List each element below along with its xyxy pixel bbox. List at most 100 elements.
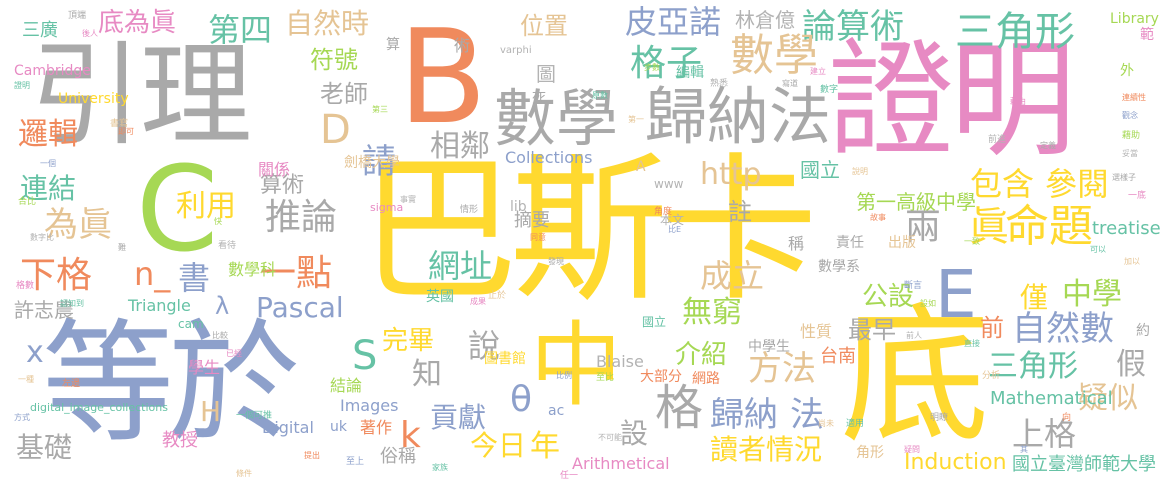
word-h-letter: H [200,395,222,428]
word-lib: lib [510,199,527,215]
tiny-word: 原數 [592,91,608,100]
tiny-word: 觀念 [1122,111,1138,120]
word-tu: 圖 [536,62,556,86]
word-suan-shu: 算術 [260,173,305,198]
tiny-word: 左邊 [62,379,81,389]
tiny-word: 分析 [982,371,1001,381]
word-ge-zi: 格子 [630,43,703,84]
word-guan-xi: 關係 [258,160,291,179]
word-lian-jie: 連結 [20,172,77,205]
word-varphi: varphi [500,45,532,56]
word-shu-xue-ke: 數學科 [228,260,277,279]
word-cam: cam [178,317,204,331]
word-x-letter: x [26,335,44,370]
word-jiao-shou: 教授 [162,430,198,451]
tiny-word: 斷言 [904,281,923,291]
word-zi-ran-shi: 自然時 [285,7,370,40]
word-guo-li-mid: 國立 [642,315,667,329]
tiny-word: 可以 [1090,245,1106,254]
word-da-bu-fen: 大部分 [640,369,682,385]
word-digital-image-collections: digital_image_collections [30,401,168,414]
tiny-word: 至比 [596,373,615,383]
word-shu-v: 術 [454,36,471,55]
tiny-word: 發現 [548,257,564,266]
tiny-word: 故事 [870,213,886,222]
word-zhong-big: 中 [530,312,623,419]
word-pascal-en: Pascal [256,291,344,324]
tiny-word: 任一 [560,471,579,481]
word-yi-dian: 一點 [260,253,333,294]
word-ben-wen: 本文 [660,213,685,227]
word-sigma: sigma [370,201,404,214]
word-zhong-xue-sheng: 中學生 [748,339,790,355]
word-www: www [654,177,684,191]
word-zhu-zuo: 著作 [360,418,393,437]
tiny-word: 比例 [556,371,572,380]
word-yi-si: 疑似 [1078,381,1138,416]
word-di: 底 [840,290,991,464]
word-arithmetical: Arithmetical [572,454,670,473]
tiny-word: 難 [118,243,126,252]
word-wai: 外 [1120,63,1134,79]
tiny-word: 比E [668,225,682,234]
word-yin-li: 引理 [30,31,252,161]
tiny-word: 提出 [304,451,320,460]
word-deng-yu: 等於 [42,307,300,461]
word-wei-zhen: 為眞 [44,205,112,245]
tiny-word: 至上 [346,457,365,467]
tiny-word: 前人 [906,331,922,340]
word-san-jiao-xing-low: 三角形 [988,349,1078,384]
word-fan-wei: 範 [1140,27,1154,43]
word-blaise: Blaise [596,352,644,371]
tiny-word: 同意 [530,233,546,242]
tiny-word: 一個 [40,159,56,168]
word-gong-she: 公設 [862,282,915,312]
word-c-letter: C [136,140,219,278]
word-cambridge: Cambridge [14,63,91,79]
tiny-word: 證明 [14,81,30,90]
word-jian-qiao: 劍橋大學 [344,155,400,171]
tiny-word: 合比 [18,197,37,207]
word-yue: 約 [1136,323,1150,339]
word-suan-v: 算 [386,37,400,53]
word-di-si: 第四 [208,11,273,49]
tiny-word: 方式 [14,413,30,422]
word-jin: 僅 [1020,281,1049,314]
tiny-word: 寫道 [782,79,798,88]
tiny-word: 連續性 [1122,93,1146,102]
tiny-word: 疑問 [904,445,920,454]
word-san-guang: 三廣 [22,20,58,41]
tiny-word: 比較 [212,331,228,340]
word-shu-xue-big: 數學 [494,82,619,155]
word-xu-zhi-nong: 許志農 [14,298,74,322]
tiny-word: 家族 [432,463,448,472]
tiny-word: 藉由 [1010,97,1026,106]
word-pi-ya-nuo: 皮亞諾 [625,3,722,41]
word-e-letter: E [935,256,977,333]
word-fang-fa: 方法 [748,349,816,389]
word-di-wei-zhen: 底為眞 [98,8,177,38]
word-fu-hao: 符號 [310,46,358,74]
word-qian: 前 [980,314,1004,342]
word-xiang-lin: 相鄰 [430,129,490,164]
word-lao-shi: 老師 [320,80,368,108]
word-zhu: 註 [728,198,752,226]
word-wu-qiong: 無窮 [682,295,742,330]
word-can-yue: 參閱 [1045,165,1110,203]
word-jie-shao: 介紹 [675,340,728,370]
word-ying-guo: 英國 [426,289,454,305]
word-library: Library [1110,11,1159,27]
tiny-word: 藉助 [1122,131,1141,141]
word-chu-ban: 出版 [888,235,916,251]
word-tai-nan: 台南 [820,346,856,367]
tiny-word: 快 [214,217,222,226]
tiny-word: 向 [1062,413,1072,423]
word-ac: ac [548,403,565,419]
tiny-word: 一底 [1128,191,1147,201]
word-du-zhe-qing-kuang: 讀者情況 [710,433,823,466]
tiny-word: 第三 [372,105,388,114]
word-san-jiao-xing-top: 三角形 [955,9,1075,55]
tiny-word: 前進 [988,135,1007,145]
word-wang-zhi: 網址 [428,247,493,285]
word-ming-ti: 命題 [1005,201,1093,252]
